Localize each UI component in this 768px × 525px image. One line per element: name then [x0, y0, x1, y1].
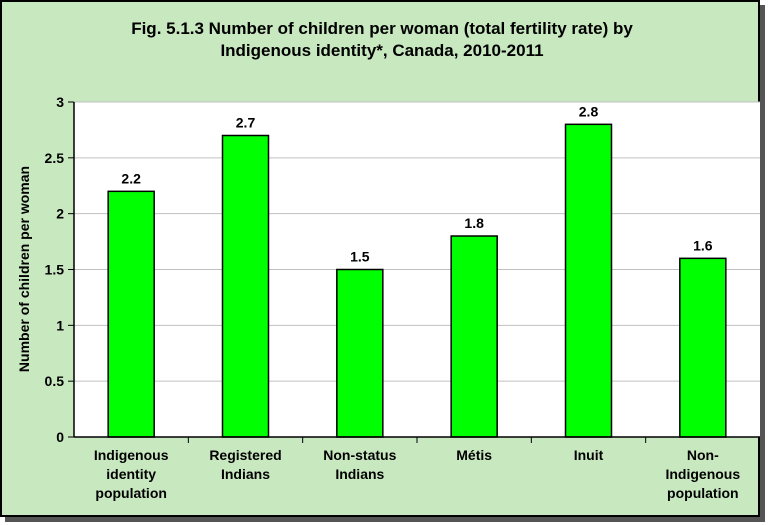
data-label: 1.8	[464, 215, 484, 231]
x-category-label-line: population	[95, 485, 167, 501]
bar	[450, 235, 498, 438]
x-category-label-line: Indigenous	[665, 466, 740, 482]
bar	[107, 190, 155, 438]
y-tick-label: 2.5	[45, 150, 65, 166]
y-tick-label: 1	[56, 317, 64, 333]
chart-frame: Fig. 5.1.3 Number of children per woman …	[0, 0, 760, 517]
x-category-label-line: Métis	[456, 447, 492, 463]
chart-title: Fig. 5.1.3 Number of children per woman …	[131, 19, 633, 60]
y-axis-ticks: 0 0.5 1 1.5 2 2.5 3	[45, 94, 74, 445]
data-labels: 2.2 2.7 1.5 1.8 2.8 1.6	[121, 103, 712, 264]
data-label: 1.6	[693, 237, 713, 253]
x-category-label-line: Non-status	[323, 447, 396, 463]
y-tick-label: 3	[56, 94, 64, 110]
bar-chart: Fig. 5.1.3 Number of children per woman …	[16, 19, 760, 501]
gridlines	[74, 101, 760, 382]
x-category-label: Métis	[456, 447, 492, 463]
x-axis-categories: Indigenous identity population Registered In…	[94, 437, 740, 501]
y-tick-label: 1.5	[45, 262, 65, 278]
y-tick-label: 0.5	[45, 373, 65, 389]
x-category-label: Non- Indigenous population	[665, 447, 740, 501]
x-category-label: Non-status Indians	[323, 447, 396, 482]
chart-title-line-2: Indigenous identity*, Canada, 2010-2011	[220, 41, 543, 60]
data-label: 2.7	[236, 115, 256, 131]
y-tick-label: 2	[56, 206, 64, 222]
data-label: 1.5	[350, 249, 370, 265]
chart-title-line-1: Fig. 5.1.3 Number of children per woman …	[131, 19, 633, 38]
x-category-label-line: Inuit	[574, 447, 604, 463]
x-category-label: Registered Indians	[209, 447, 281, 482]
y-axis-title: Number of children per woman	[16, 166, 32, 372]
x-category-label-line: Registered	[209, 447, 281, 463]
bar	[221, 134, 270, 438]
x-category-label-line: population	[667, 485, 739, 501]
data-label: 2.8	[579, 103, 599, 119]
x-category-label-line: Indigenous	[94, 447, 169, 463]
x-category-label: Indigenous identity population	[94, 447, 169, 501]
bar	[679, 257, 727, 438]
x-category-label-line: Indians	[221, 466, 270, 482]
bar	[564, 123, 613, 438]
bar	[336, 268, 384, 438]
x-category-label-line: Non-	[687, 447, 719, 463]
x-category-label-line: identity	[106, 466, 156, 482]
y-tick-label: 0	[56, 429, 64, 445]
x-category-label-line: Indians	[335, 466, 384, 482]
x-category-label: Inuit	[574, 447, 604, 463]
bars	[107, 123, 727, 438]
data-label: 2.2	[121, 170, 141, 186]
